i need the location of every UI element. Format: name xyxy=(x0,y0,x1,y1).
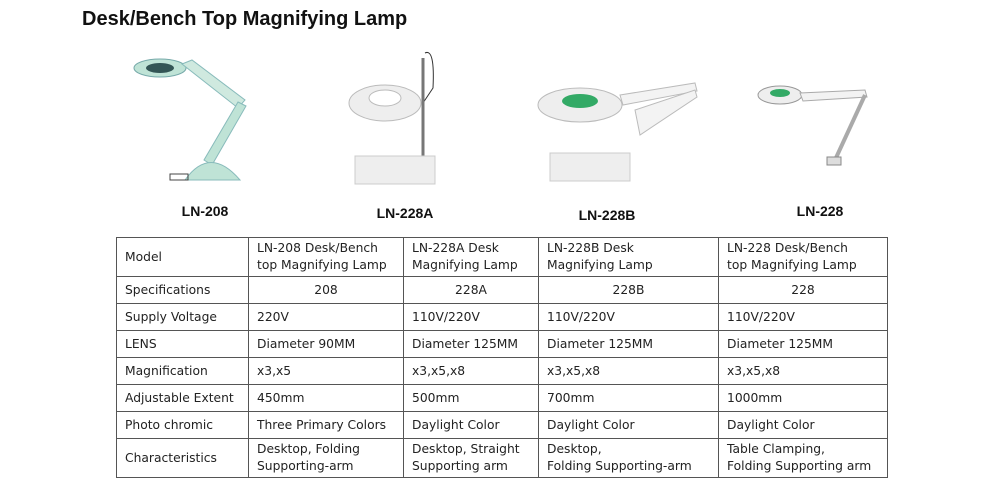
cell-line: Supporting-arm xyxy=(257,459,354,473)
cell-line: Magnifying Lamp xyxy=(412,258,518,272)
cell-line: 110V/220V xyxy=(412,309,480,324)
cell-line: 500mm xyxy=(412,390,460,405)
table-cell: LN-208 Desk/Bench top Magnifying Lamp xyxy=(248,237,404,277)
row-header: Model xyxy=(116,237,249,277)
product-label-ln-228a: LN-228A xyxy=(376,205,434,221)
cell-line: LN-208 Desk/Bench xyxy=(257,241,378,255)
cell-line: x3,x5,x8 xyxy=(412,363,466,378)
lamp-ln-228b-image xyxy=(537,82,698,182)
table-cell: Desktop, Straight Supporting arm xyxy=(403,438,539,478)
table-cell: x3,x5 xyxy=(248,357,404,385)
cell-line: 110V/220V xyxy=(727,309,795,324)
cell-line: 228B xyxy=(612,282,645,297)
row-header: Magnification xyxy=(116,357,249,385)
lamp-ln-208-image xyxy=(133,58,247,181)
table-cell: 110V/220V xyxy=(538,303,719,331)
cell-line: 228A xyxy=(455,282,487,297)
cell-line: Table Clamping, xyxy=(727,442,825,456)
cell-line: 1000mm xyxy=(727,390,783,405)
table-cell: Table Clamping, Folding Supporting arm xyxy=(718,438,888,478)
cell-line: 450mm xyxy=(257,390,305,405)
table-cell: Desktop, Folding Supporting-arm xyxy=(538,438,719,478)
cell-line: Three Primary Colors xyxy=(257,417,387,432)
page-title: Desk/Bench Top Magnifying Lamp xyxy=(82,8,408,30)
table-row: LENS Diameter 90MM Diameter 125MM Diameter … xyxy=(116,330,888,358)
table-cell: Daylight Color xyxy=(538,411,719,439)
table-cell: 110V/220V xyxy=(403,303,539,331)
cell-line: Diameter 125MM xyxy=(727,336,834,351)
row-header: Adjustable Extent xyxy=(116,384,249,412)
cell-line: Folding Supporting arm xyxy=(727,459,872,473)
table-cell: x3,x5,x8 xyxy=(538,357,719,385)
table-row: Adjustable Extent 450mm 500mm 700mm 1000mm xyxy=(116,384,888,412)
table-row: Specifications 208 228A 228B 228 xyxy=(116,276,888,304)
cell-line: Diameter 125MM xyxy=(547,336,654,351)
cell-line: Diameter 125MM xyxy=(412,336,519,351)
cell-line: Daylight Color xyxy=(727,417,815,432)
cell-line: Daylight Color xyxy=(412,417,500,432)
table-cell: 228B xyxy=(538,276,719,304)
product-label-ln-228: LN-228 xyxy=(796,203,844,219)
cell-line: top Magnifying Lamp xyxy=(257,258,387,272)
cell-line: LN-228A Desk xyxy=(412,241,499,255)
cell-line: LN-228B Desk xyxy=(547,241,634,255)
table-cell: 500mm xyxy=(403,384,539,412)
row-header: Characteristics xyxy=(116,438,249,478)
cell-line: x3,x5 xyxy=(257,363,292,378)
table-cell: 208 xyxy=(248,276,404,304)
table-cell: Three Primary Colors xyxy=(248,411,404,439)
cell-line: 220V xyxy=(257,309,289,324)
cell-line: x3,x5,x8 xyxy=(547,363,601,378)
table-row: Photo chromic Three Primary Colors Dayligh… xyxy=(116,411,888,439)
product-label-ln-208: LN-208 xyxy=(181,203,229,219)
table-cell: Daylight Color xyxy=(403,411,539,439)
row-header: Specifications xyxy=(116,276,249,304)
cell-line: top Magnifying Lamp xyxy=(727,258,857,272)
cell-line: LN-228 Desk/Bench xyxy=(727,241,848,255)
table-cell: Daylight Color xyxy=(718,411,888,439)
table-row: Characteristics Desktop, Folding Supportin… xyxy=(116,438,888,478)
cell-line: Magnifying Lamp xyxy=(547,258,653,272)
table-row: Magnification x3,x5 x3,x5,x8 x3,x5,x8 x3,x5,… xyxy=(116,357,888,385)
cell-line: Supporting arm xyxy=(412,459,508,473)
table-row: Model LN-208 Desk/Bench top Magnifying Lam… xyxy=(116,237,888,277)
row-header: Photo chromic xyxy=(116,411,249,439)
table-cell: LN-228 Desk/Bench top Magnifying Lamp xyxy=(718,237,888,277)
table-cell: 700mm xyxy=(538,384,719,412)
cell-line: Diameter 90MM xyxy=(257,336,356,351)
table-cell: 1000mm xyxy=(718,384,888,412)
row-header: Supply Voltage xyxy=(116,303,249,331)
table-cell: 220V xyxy=(248,303,404,331)
cell-line: Desktop, Folding xyxy=(257,442,360,456)
table-cell: 450mm xyxy=(248,384,404,412)
table-cell: x3,x5,x8 xyxy=(403,357,539,385)
cell-line: Desktop, Straight xyxy=(412,442,520,456)
cell-line: x3,x5,x8 xyxy=(727,363,781,378)
lamp-ln-228-image xyxy=(757,85,868,166)
table-cell: Diameter 125MM xyxy=(718,330,888,358)
table-cell: 228A xyxy=(403,276,539,304)
table-cell: Diameter 125MM xyxy=(403,330,539,358)
lamp-ln-228a-image xyxy=(348,51,436,185)
product-label-ln-228b: LN-228B xyxy=(578,207,636,223)
cell-line: 228 xyxy=(791,282,815,297)
cell-line: 700mm xyxy=(547,390,595,405)
cell-line: Daylight Color xyxy=(547,417,635,432)
spec-table: Model LN-208 Desk/Bench top Magnifying Lam… xyxy=(116,237,888,478)
table-row: Supply Voltage 220V 110V/220V 110V/220V 110V… xyxy=(116,303,888,331)
table-cell: x3,x5,x8 xyxy=(718,357,888,385)
table-cell: Diameter 90MM xyxy=(248,330,404,358)
cell-line: 110V/220V xyxy=(547,309,615,324)
table-cell: Desktop, Folding Supporting-arm xyxy=(248,438,404,478)
table-cell: 110V/220V xyxy=(718,303,888,331)
cell-line: Folding Supporting-arm xyxy=(547,459,692,473)
table-cell: LN-228A Desk Magnifying Lamp xyxy=(403,237,539,277)
row-header: LENS xyxy=(116,330,249,358)
cell-line: 208 xyxy=(314,282,338,297)
table-cell: LN-228B Desk Magnifying Lamp xyxy=(538,237,719,277)
table-cell: Diameter 125MM xyxy=(538,330,719,358)
cell-line: Desktop, xyxy=(547,442,602,456)
table-cell: 228 xyxy=(718,276,888,304)
